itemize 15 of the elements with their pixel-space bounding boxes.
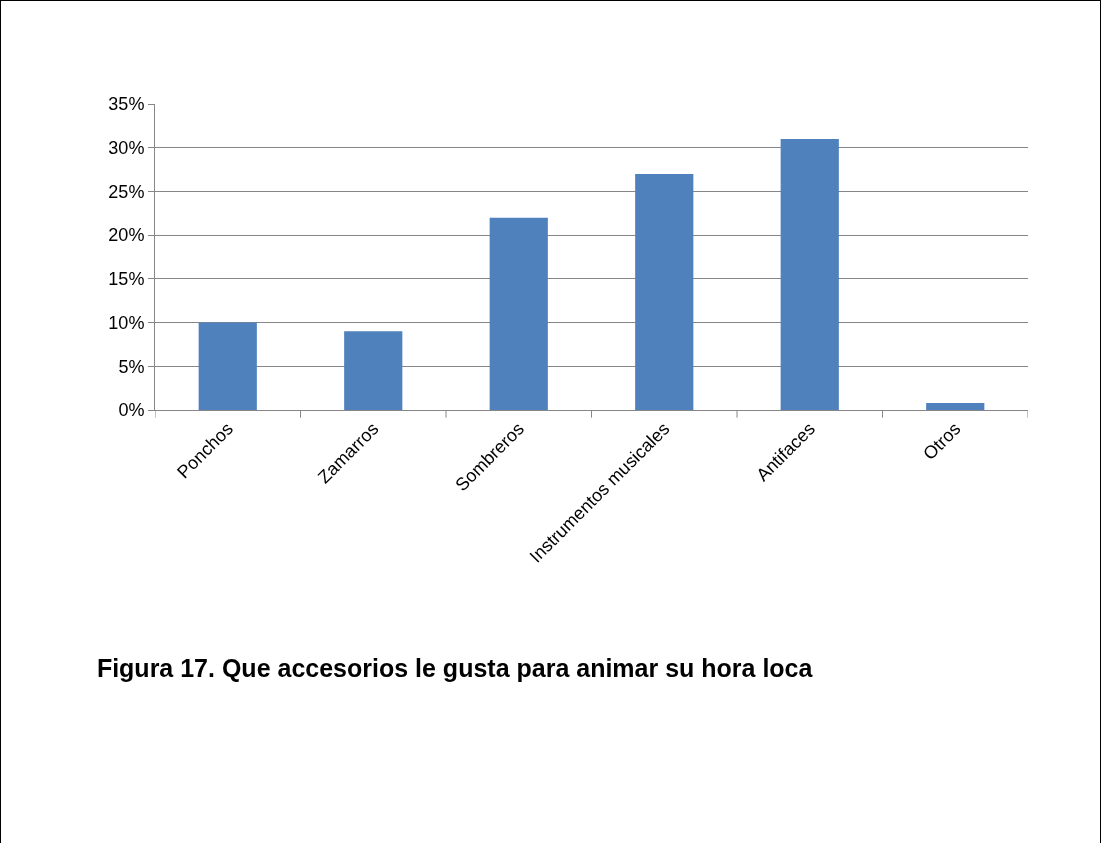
bar — [635, 173, 694, 410]
text: Figura 17. Que accesorios le gusta para animar su hora loca — [96, 653, 814, 682]
bar — [198, 322, 257, 410]
bar — [489, 217, 548, 410]
y-tick-label: 35% — [108, 94, 145, 115]
y-tick-label: 25% — [108, 181, 145, 202]
bar — [344, 331, 403, 410]
y-tick-label: 10% — [108, 312, 145, 333]
y-tick-label: 15% — [108, 269, 145, 290]
y-tick-label: 30% — [108, 138, 145, 159]
bar — [926, 403, 985, 410]
bar — [780, 138, 839, 410]
y-tick-label: 5% — [118, 356, 145, 377]
y-tick-label: 20% — [108, 225, 145, 246]
y-tick-label: 0% — [118, 400, 145, 421]
